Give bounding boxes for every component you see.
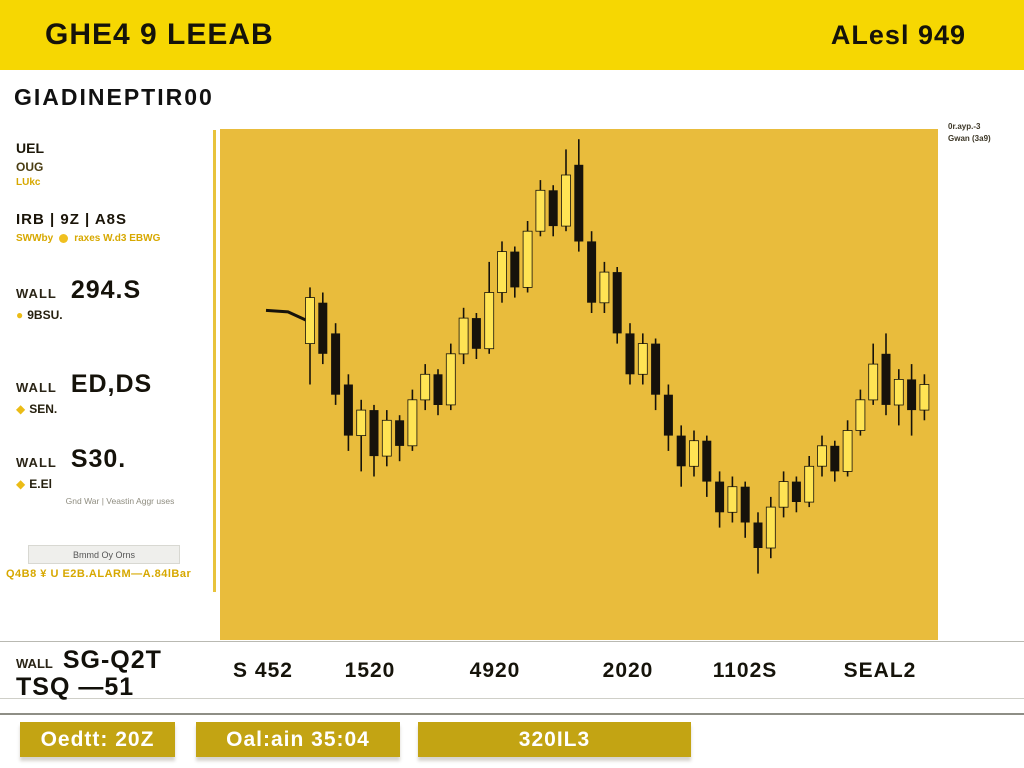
stat-subtext: SEN. xyxy=(29,402,58,416)
footer-value-2: TSQ —51 xyxy=(16,673,135,701)
chart-legend-line-1: 0r.ayp.-3 xyxy=(948,122,981,131)
app-title: GHE4 9 LEEAB xyxy=(45,18,274,51)
dot-icon: ● xyxy=(16,308,24,322)
stat-subtext: 9BSU. xyxy=(27,308,63,322)
stat-label: WALL xyxy=(16,286,57,301)
candlestick-svg xyxy=(220,129,938,640)
stat-value: ED,DS xyxy=(70,370,153,398)
divider xyxy=(0,713,1024,715)
x-axis-label: 1102S xyxy=(712,659,778,682)
stat-subtext: E.El xyxy=(29,477,52,491)
sidebar-section-subrow: SWWby raxes W.d3 EBWG xyxy=(16,233,160,244)
sidebar-section-title: IRB | 9Z | A8S xyxy=(16,211,128,228)
sidebar-divider xyxy=(213,130,216,592)
instrument-title: GIADINEPTIR00 xyxy=(14,84,214,110)
footer-value-1: SG-Q2T xyxy=(62,646,162,674)
header-account-value: ALesl 949 xyxy=(830,19,966,50)
diamond-icon: ◆ xyxy=(16,402,26,416)
stat-value: S30. xyxy=(70,445,127,473)
sidebar-label-3: LUkc xyxy=(16,177,41,188)
divider xyxy=(0,698,1024,699)
x-axis-label: S 452 xyxy=(233,659,293,682)
header-bar: GHE4 9 LEEAB ALesl 949 xyxy=(0,0,1024,70)
candlestick-chart[interactable] xyxy=(220,129,938,640)
footer-button-2[interactable]: Oal:ain 35:04 xyxy=(196,722,400,757)
sidebar-label-1: UEL xyxy=(16,140,44,156)
diamond-icon: ◆ xyxy=(16,477,26,491)
stat-row: WALL S30. ◆ E.El xyxy=(16,445,206,491)
stat-label: WALL xyxy=(16,455,57,470)
stat-row: WALL 294.S ● 9BSU. xyxy=(16,276,206,322)
chart-legend-line-2: Gwan (3a9) xyxy=(948,134,991,143)
sidebar-label-2: OUG xyxy=(16,160,44,174)
footer-button-3[interactable]: 320IL3 xyxy=(418,722,691,757)
x-axis-label: SEAL2 xyxy=(843,659,917,682)
footer-summary: WALL SG-Q2T TSQ —51 xyxy=(16,646,162,702)
disclaimer-text: Gnd War | Veastin Aggr uses xyxy=(65,496,175,506)
x-axis-label: 2020 xyxy=(602,659,654,682)
stat-value: 294.S xyxy=(70,276,142,304)
stat-row: WALL ED,DS ◆ SEN. xyxy=(16,370,206,416)
stat-label: WALL xyxy=(16,380,57,395)
x-axis-label: 4920 xyxy=(469,659,521,682)
x-axis-label: 1520 xyxy=(344,659,396,682)
divider xyxy=(0,641,1024,642)
sidebar-link-row[interactable]: Q4B8 ¥ U E2B.ALARM—A.84lBar xyxy=(6,568,192,580)
footer-label: WALL xyxy=(16,656,53,671)
footer-button-1[interactable]: Oedtt: 20Z xyxy=(20,722,175,757)
sidebar-subrow-right: raxes W.d3 EBWG xyxy=(74,233,161,244)
dot-icon xyxy=(59,234,69,243)
chart-legend: 0r.ayp.-3 Gwan (3a9) xyxy=(948,121,1024,145)
sidebar-action-button[interactable]: Bmmd Oy Orns xyxy=(28,545,180,564)
sidebar-subrow-left: SWWby xyxy=(16,233,54,244)
